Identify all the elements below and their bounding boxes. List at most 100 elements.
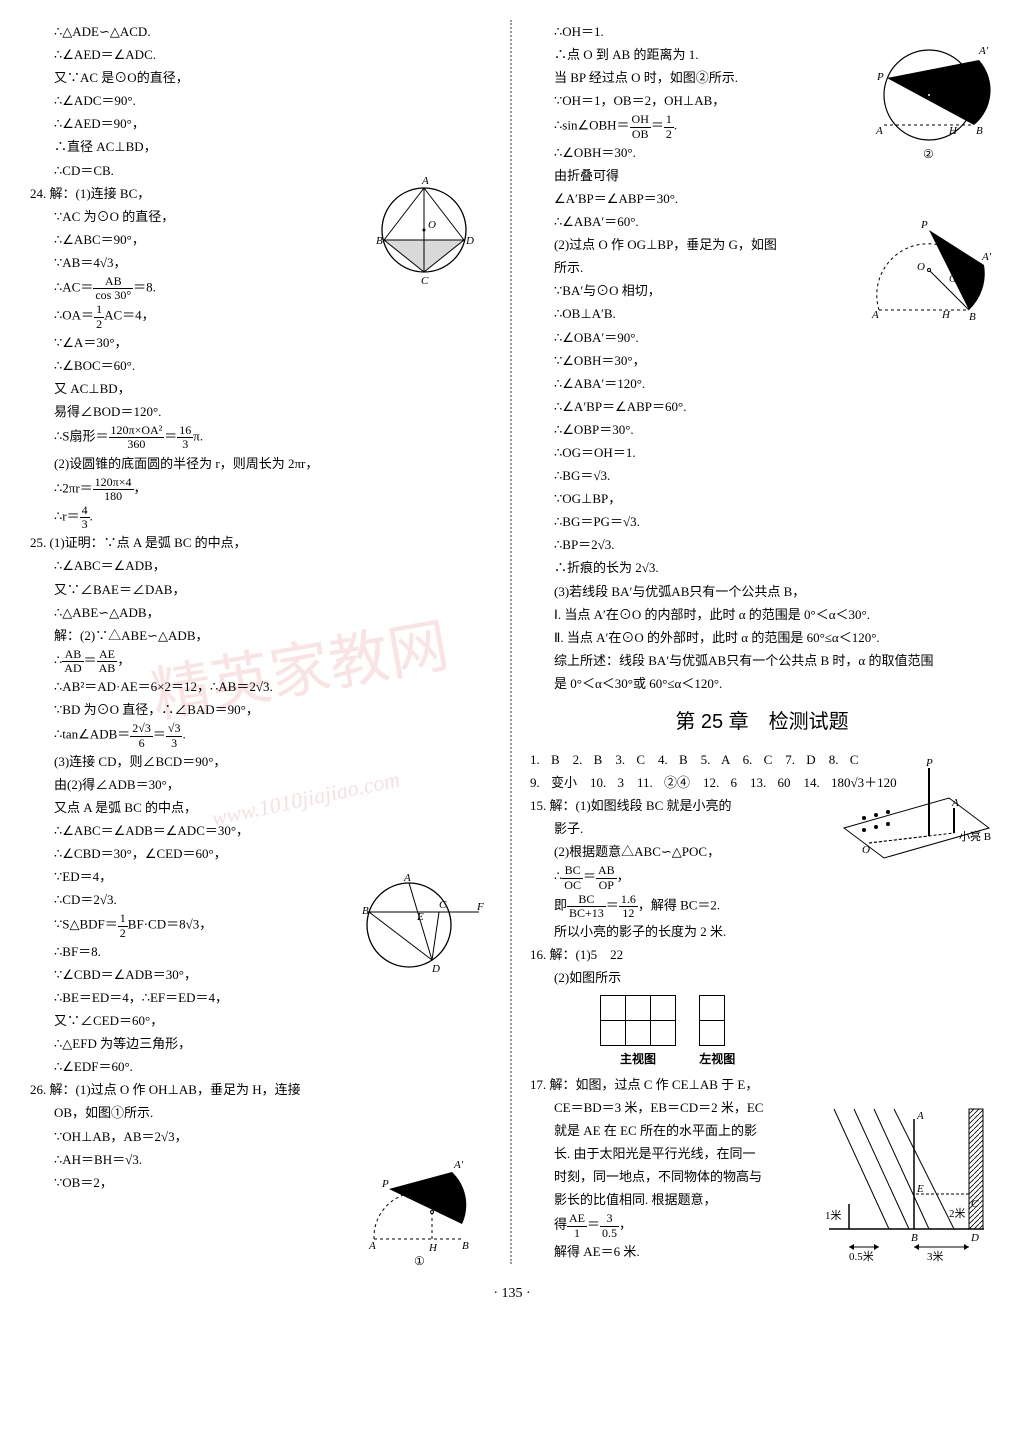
text: ∴△EFD 为等边三角形， bbox=[30, 1033, 494, 1055]
text: Ⅱ. 当点 A′在⊙O 的外部时，此时 α 的范围是 60°≤α＜120°. bbox=[530, 627, 994, 649]
text: ∵OG⊥BP， bbox=[530, 488, 994, 510]
text: ∴∠BOC＝60°. bbox=[30, 355, 494, 377]
text: ∴∠AED＝90°， bbox=[30, 113, 494, 135]
text: ∵∠OBH＝30°， bbox=[530, 350, 994, 372]
text: 由(2)得∠ADB＝30°， bbox=[30, 774, 494, 796]
svg-text:P: P bbox=[925, 758, 933, 769]
text: 综上所述：线段 BA′与优弧AB只有一个公共点 B 时，α 的取值范围 bbox=[530, 650, 994, 672]
svg-text:A: A bbox=[403, 872, 411, 884]
text: ∴OA＝12AC＝4， bbox=[30, 303, 494, 330]
svg-text:B: B bbox=[911, 1232, 918, 1244]
svg-text:H: H bbox=[428, 1242, 438, 1254]
text: ∴OG＝OH＝1. bbox=[530, 442, 994, 464]
svg-text:A′: A′ bbox=[978, 45, 989, 57]
text: ∴∠ABC＝∠ADB＝∠ADC＝30°， bbox=[30, 820, 494, 842]
svg-text:O: O bbox=[428, 219, 436, 231]
text: ∴∠CBD＝30°，∠CED＝60°， bbox=[30, 843, 494, 865]
svg-text:3米: 3米 bbox=[927, 1250, 944, 1263]
problem-26: 26. 解：(1)过点 O 作 OH⊥AB，垂足为 H，连接 bbox=[30, 1079, 494, 1101]
svg-text:A′: A′ bbox=[981, 251, 992, 263]
svg-text:D: D bbox=[970, 1232, 979, 1244]
text: 又∵∠BAE＝∠DAB， bbox=[30, 579, 494, 601]
right-column: ∴OH＝1. ∴点 O 到 AB 的距离为 1. 当 BP 经过点 O 时，如图… bbox=[530, 20, 994, 1264]
text: Ⅰ. 当点 A′在⊙O 的内部时，此时 α 的范围是 0°＜α＜30°. bbox=[530, 604, 994, 626]
text: 易得∠BOD＝120°. bbox=[30, 401, 494, 423]
figure-fold-3: A B H P O A′ G bbox=[859, 210, 994, 340]
svg-text:P: P bbox=[876, 71, 884, 83]
text: (2)如图所示 bbox=[530, 967, 994, 989]
figure-circle-24: A B D C O bbox=[364, 170, 484, 290]
text: ∴tan∠ADB＝2√36＝√33. bbox=[30, 722, 494, 749]
text: 又∵∠CED＝60°， bbox=[30, 1010, 494, 1032]
text: ∴BE＝ED＝4，∴EF＝ED＝4， bbox=[30, 987, 494, 1009]
svg-text:C: C bbox=[439, 899, 447, 911]
text: ∴直径 AC⊥BD， bbox=[30, 136, 494, 158]
text: ∴∠EDF＝60°. bbox=[30, 1056, 494, 1078]
svg-text:O: O bbox=[862, 844, 870, 856]
text: 是 0°＜α＜30°或 60°≤α＜120°. bbox=[530, 673, 994, 695]
text: 又 AC⊥BD， bbox=[30, 378, 494, 400]
svg-text:0.5米: 0.5米 bbox=[849, 1250, 874, 1263]
svg-text:F: F bbox=[476, 901, 484, 913]
svg-text:P: P bbox=[920, 219, 928, 231]
svg-text:A: A bbox=[916, 1110, 924, 1122]
problem-17: 17. 解：如图，过点 C 作 CE⊥AB 于 E， bbox=[530, 1074, 994, 1096]
text: (2)设圆锥的底面圆的半径为 r，则周长为 2πr， bbox=[30, 453, 494, 475]
svg-text:H: H bbox=[941, 309, 951, 321]
text: ∴BCOC＝ABOP， bbox=[530, 864, 994, 891]
svg-text:O: O bbox=[436, 1200, 444, 1212]
left-view: 左视图 bbox=[699, 995, 735, 1069]
svg-text:B: B bbox=[362, 905, 369, 917]
text: (3)若线段 BA′与优弧AB只有一个公共点 B， bbox=[530, 581, 994, 603]
svg-text:小亮 B C: 小亮 B C bbox=[959, 829, 994, 843]
svg-text:A: A bbox=[368, 1240, 376, 1252]
figure-fold-1: A B H P O A′ ① bbox=[354, 1154, 484, 1269]
text: ∠A′BP＝∠ABP＝30°. bbox=[530, 188, 994, 210]
text: ∴ABAD＝AEAB， bbox=[30, 648, 494, 675]
text: ∴△ABE∽△ADB， bbox=[30, 602, 494, 624]
text: ∴BG＝PG＝√3. bbox=[530, 511, 994, 533]
svg-text:A: A bbox=[871, 309, 879, 321]
figure-sunlight-17: A B C D E 1米 2米 0.5米 3米 bbox=[819, 1099, 994, 1264]
text: 又∵AC 是⊙O的直径， bbox=[30, 67, 494, 89]
svg-text:A: A bbox=[951, 797, 959, 809]
text: ∴BP＝2√3. bbox=[530, 534, 994, 556]
text: ∴r＝43. bbox=[30, 504, 494, 531]
text: ∵∠A＝30°， bbox=[30, 332, 494, 354]
view-figures: 主视图 左视图 bbox=[530, 991, 994, 1073]
svg-text:H: H bbox=[948, 125, 958, 137]
svg-text:C: C bbox=[971, 1198, 979, 1210]
text: ∴BG＝√3. bbox=[530, 465, 994, 487]
svg-text:E: E bbox=[916, 1183, 924, 1195]
left-column: ∴△ADE∽△ACD. ∴∠AED＝∠ADC. 又∵AC 是⊙O的直径， ∴∠A… bbox=[30, 20, 494, 1264]
svg-text:1米: 1米 bbox=[825, 1209, 842, 1222]
page-number: · 135 · bbox=[30, 1282, 994, 1306]
svg-text:G: G bbox=[949, 274, 956, 285]
svg-text:E: E bbox=[416, 911, 424, 923]
svg-text:O: O bbox=[932, 83, 940, 95]
front-view: 主视图 bbox=[600, 995, 676, 1069]
svg-text:O: O bbox=[917, 261, 925, 273]
text: ∴∠ABA′＝120°. bbox=[530, 373, 994, 395]
text: 由折叠可得 bbox=[530, 165, 994, 187]
text: ∴∠ABC＝∠ADB， bbox=[30, 555, 494, 577]
text: ∴S扇形＝120π×OA²360＝163π. bbox=[30, 424, 494, 451]
text: ∴AB²＝AD·AE＝6×2＝12，∴AB＝2√3. bbox=[30, 676, 494, 698]
chapter-title: 第 25 章 检测试题 bbox=[530, 705, 994, 739]
figure-fold-2: P A B H O A′ ② bbox=[859, 30, 994, 165]
text: (3)连接 CD，则∠BCD＝90°， bbox=[30, 751, 494, 773]
svg-text:D: D bbox=[431, 963, 440, 975]
text: 解：(2)∵△ABE∽△ADB， bbox=[30, 625, 494, 647]
svg-text:B: B bbox=[976, 125, 983, 137]
text: ∴∠A′BP＝∠ABP＝60°. bbox=[530, 396, 994, 418]
svg-text:P: P bbox=[381, 1178, 389, 1190]
text: ∴2πr＝120π×4180， bbox=[30, 476, 494, 503]
text: ∵BD 为⊙O 直径，∴∠BAD＝90°， bbox=[30, 699, 494, 721]
page: ∴△ADE∽△ACD. ∴∠AED＝∠ADC. 又∵AC 是⊙O的直径， ∴∠A… bbox=[30, 20, 994, 1264]
svg-text:2米: 2米 bbox=[949, 1207, 966, 1220]
svg-text:D: D bbox=[465, 235, 474, 247]
svg-text:②: ② bbox=[923, 147, 934, 161]
text: 所以小亮的影子的长度为 2 米. bbox=[530, 921, 994, 943]
text: 即BCBC+13＝1.612，解得 BC＝2. bbox=[530, 893, 994, 920]
text: OB，如图①所示. bbox=[30, 1102, 494, 1124]
